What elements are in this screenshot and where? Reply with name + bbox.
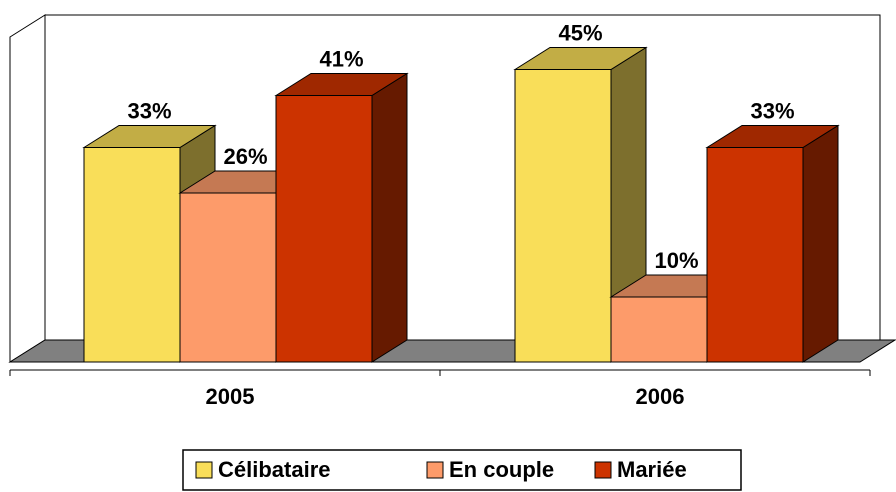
x-tick-label: 2005 [206, 384, 255, 409]
data-label: 26% [223, 144, 267, 169]
bar-side [802, 124, 839, 363]
data-label: 41% [319, 46, 363, 71]
legend-swatch [426, 461, 444, 479]
bar [610, 296, 708, 363]
bar-side [371, 72, 408, 363]
legend-label: Mariée [617, 457, 687, 482]
data-label: 10% [654, 248, 698, 273]
bar [275, 95, 373, 363]
data-label: 33% [750, 98, 794, 123]
side-wall [9, 14, 46, 363]
x-tick-label: 2006 [636, 384, 685, 409]
bar [179, 192, 277, 363]
data-label: 33% [127, 98, 171, 123]
legend-label: En couple [449, 457, 554, 482]
bar [514, 69, 612, 363]
data-label: 45% [558, 20, 602, 45]
legend-label: Célibataire [218, 457, 331, 482]
legend-swatch [195, 461, 213, 479]
legend-swatch [594, 461, 612, 479]
bar [83, 147, 181, 363]
legend [182, 449, 742, 491]
bar [706, 147, 804, 363]
